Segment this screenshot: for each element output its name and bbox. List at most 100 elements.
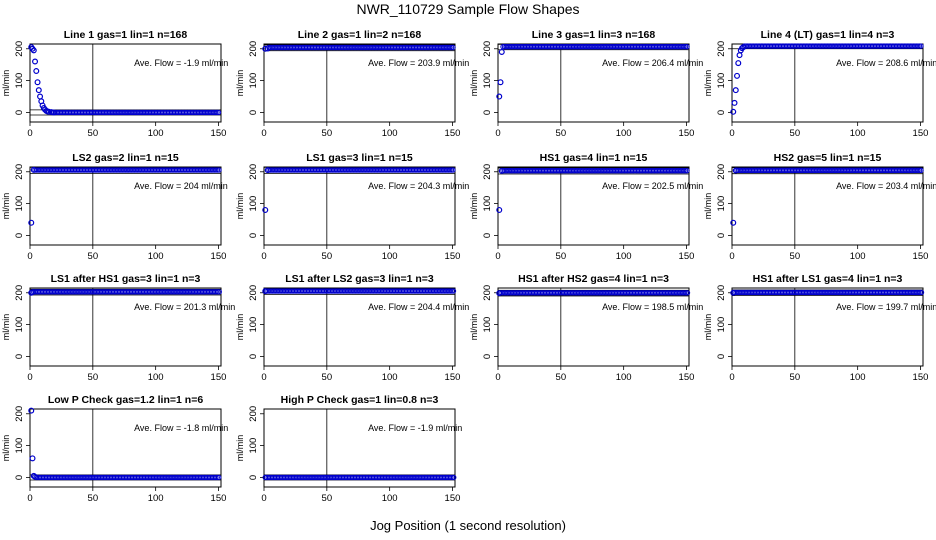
y-tick-label: 100: [14, 438, 25, 454]
y-tick-label: 200: [14, 285, 25, 301]
figure-xlabel: Jog Position (1 second resolution): [370, 518, 566, 533]
x-tick-label: 150: [445, 493, 461, 504]
data-point: [498, 167, 505, 174]
x-tick-label: 0: [261, 493, 266, 504]
panel-frame: [731, 166, 924, 246]
point-band: [500, 44, 690, 50]
x-tick-label: 100: [148, 493, 164, 504]
x-tick-label: 0: [495, 251, 500, 262]
x-tick-label: 0: [261, 128, 266, 139]
band-point: [684, 290, 691, 296]
data-point: [30, 47, 37, 54]
x-tick-label: 50: [322, 372, 333, 383]
y-tick-label: 100: [482, 317, 493, 333]
panel-ylabel: ml/min: [235, 314, 245, 341]
y-tick-label: 0: [482, 233, 493, 238]
y-tick-label: 100: [716, 317, 727, 333]
point-band: [262, 474, 457, 481]
data-point: [28, 219, 35, 226]
x-tick-label: 0: [27, 128, 32, 139]
panel-ylabel: ml/min: [1, 193, 11, 220]
band-point: [451, 474, 457, 481]
y-tick-label: 200: [716, 285, 727, 301]
y-tick-label: 200: [248, 406, 259, 422]
x-tick-label: 150: [679, 372, 695, 383]
x-tick-label: 100: [616, 251, 632, 262]
y-tick-label: 0: [482, 354, 493, 359]
data-point: [736, 52, 743, 59]
data-point: [732, 167, 739, 174]
x-tick-label: 0: [27, 251, 32, 262]
x-tick-label: 100: [382, 372, 398, 383]
y-tick-label: 100: [248, 73, 259, 89]
panel-frame: [29, 166, 222, 246]
x-tick-label: 0: [261, 372, 266, 383]
panel-annotation: Ave. Flow = -1.8 ml/min: [134, 423, 228, 433]
panel-ylabel: ml/min: [235, 70, 245, 97]
panel-ylabel: ml/min: [703, 314, 713, 341]
x-tick-label: 0: [261, 251, 266, 262]
x-tick-label: 50: [556, 128, 567, 139]
x-tick-label: 100: [382, 128, 398, 139]
panel-5: LS2 gas=2 lin=1 n=15 ml/min 0 50 100 150 0 100 2…: [1, 152, 228, 262]
data-point: [735, 60, 742, 67]
x-tick-label: 150: [679, 251, 695, 262]
x-tick-label: 150: [679, 128, 695, 139]
y-tick-label: 0: [716, 110, 727, 115]
x-tick-label: 0: [27, 372, 32, 383]
y-tick-label: 200: [248, 164, 259, 180]
panel-10: LS1 after LS2 gas=3 lin=1 n=3 ml/min 0 50 10…: [235, 273, 469, 383]
x-tick-label: 100: [616, 372, 632, 383]
panel-frame: [29, 287, 222, 367]
x-tick-label: 100: [148, 128, 164, 139]
panel-9: LS1 after HS1 gas=3 lin=1 n=3 ml/min 0 50 10…: [1, 273, 235, 383]
panel-title: LS1 after LS2 gas=3 lin=1 n=3: [285, 273, 434, 285]
x-tick-label: 50: [790, 128, 801, 139]
data-point: [28, 407, 35, 414]
panel-title: Line 1 gas=1 lin=1 n=168: [64, 29, 188, 41]
y-tick-label: 200: [14, 164, 25, 180]
x-tick-label: 150: [445, 128, 461, 139]
y-tick-label: 200: [482, 41, 493, 57]
y-tick-label: 200: [716, 164, 727, 180]
y-tick-label: 0: [248, 110, 259, 115]
y-tick-label: 100: [248, 317, 259, 333]
panel-title: LS1 after HS1 gas=3 lin=1 n=3: [51, 273, 201, 285]
panel-ylabel: ml/min: [235, 435, 245, 462]
panel-title: HS1 gas=4 lin=1 n=15: [540, 152, 648, 164]
panel-annotation: Ave. Flow = 203.4 ml/min: [836, 181, 936, 191]
x-tick-label: 50: [556, 251, 567, 262]
panel-annotation: Ave. Flow = 204 ml/min: [134, 181, 228, 191]
data-point: [262, 288, 269, 295]
band-point: [684, 44, 690, 50]
data-point: [730, 108, 737, 115]
panel-title: HS2 gas=5 lin=1 n=15: [774, 152, 882, 164]
band-point: [918, 289, 925, 296]
x-tick-label: 0: [729, 251, 734, 262]
y-tick-label: 100: [482, 196, 493, 212]
band-point: [215, 109, 222, 116]
panel-ylabel: ml/min: [703, 193, 713, 220]
point-band: [731, 289, 925, 296]
band-point: [918, 167, 924, 174]
panel-frame: [263, 166, 456, 246]
x-tick-label: 150: [913, 251, 929, 262]
x-tick-label: 50: [790, 251, 801, 262]
data-point: [30, 166, 37, 173]
x-tick-label: 150: [211, 372, 227, 383]
y-tick-label: 100: [248, 196, 259, 212]
y-tick-label: 200: [482, 285, 493, 301]
x-tick-label: 100: [148, 372, 164, 383]
panel-annotation: Ave. Flow = 203.9 ml/min: [368, 58, 469, 68]
panel-ylabel: ml/min: [469, 70, 479, 97]
panel-annotation: Ave. Flow = 204.3 ml/min: [368, 181, 469, 191]
band-point: [216, 289, 222, 295]
y-tick-label: 200: [14, 41, 25, 57]
panel-title: LS2 gas=2 lin=1 n=15: [72, 152, 179, 164]
x-tick-label: 50: [88, 372, 99, 383]
x-tick-label: 100: [382, 251, 398, 262]
panel-title: Line 3 gas=1 lin=3 n=168: [532, 29, 656, 41]
y-tick-label: 0: [14, 110, 25, 115]
panel-4: Line 4 (LT) gas=1 lin=4 n=3 ml/min 0 50 100 1…: [703, 29, 936, 139]
